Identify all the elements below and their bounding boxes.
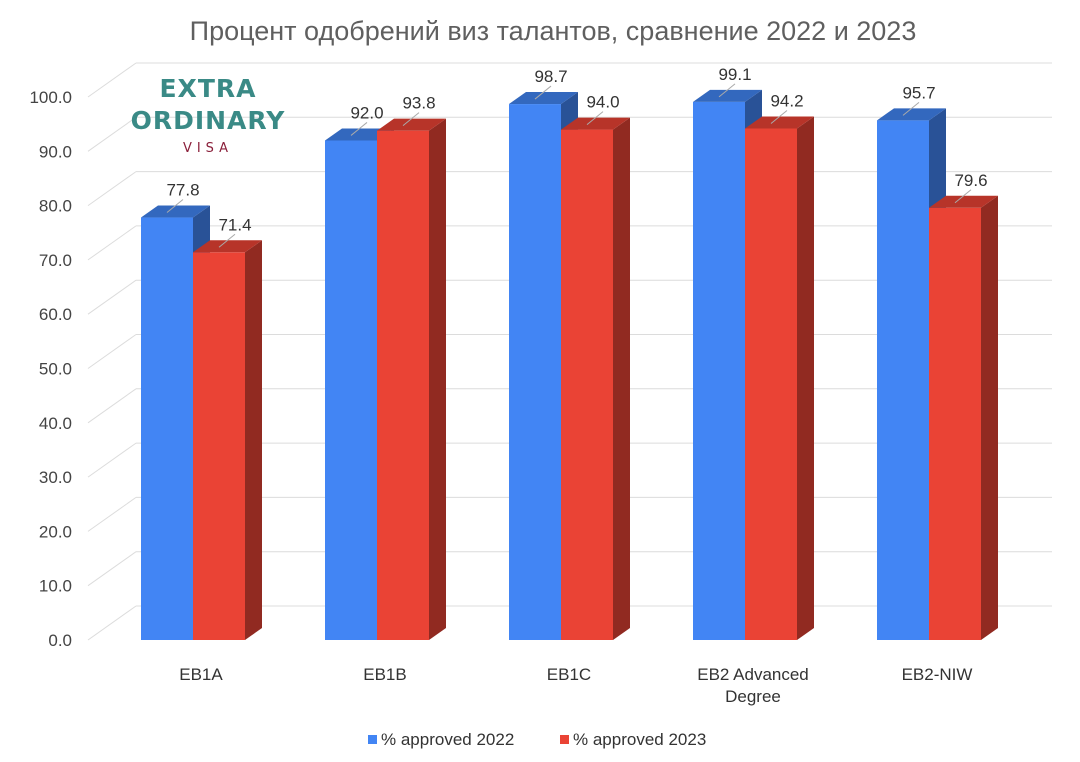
data-label-leader bbox=[402, 112, 420, 127]
data-label-leader bbox=[350, 122, 368, 136]
bar bbox=[561, 117, 630, 640]
y-tick-label: 70.0 bbox=[39, 251, 72, 270]
gridline-diagonal bbox=[87, 171, 137, 207]
data-label: 95.7 bbox=[902, 83, 935, 102]
bar bbox=[745, 116, 814, 640]
bar-top bbox=[561, 117, 630, 130]
bars bbox=[141, 89, 998, 640]
logo-text-extra: EXTRA bbox=[159, 74, 256, 103]
legend-label: % approved 2023 bbox=[573, 730, 706, 749]
bar-front bbox=[141, 217, 193, 640]
bar-top bbox=[377, 118, 446, 131]
data-label: 77.8 bbox=[166, 181, 199, 200]
data-labels: 77.8 71.4 92.0 93.8 98.7 94.0 99.1 94.2 95.7 79.6 bbox=[166, 65, 988, 248]
data-label: 93.8 bbox=[402, 94, 435, 113]
bar-front bbox=[193, 252, 245, 640]
bar-top bbox=[877, 108, 946, 121]
gridline-diagonal bbox=[87, 62, 137, 98]
legend-label: % approved 2022 bbox=[381, 730, 514, 749]
bar-side bbox=[245, 240, 262, 640]
data-label: 92.0 bbox=[350, 103, 383, 122]
extraordinary-visa-logo: EXTRA ORDINARY VISA bbox=[131, 74, 286, 156]
gridline-diagonal bbox=[87, 279, 137, 315]
bar bbox=[929, 195, 998, 640]
data-label: 99.1 bbox=[718, 65, 751, 84]
y-tick-label: 30.0 bbox=[39, 468, 72, 487]
data-label-leader bbox=[218, 233, 236, 248]
y-axis-ticks: 0.0 10.0 20.0 30.0 40.0 50.0 60.0 70.0 80.0 90.0 1… bbox=[29, 88, 72, 650]
data-label: 79.6 bbox=[954, 171, 987, 190]
bar-front bbox=[377, 130, 429, 640]
bar-front bbox=[325, 140, 377, 640]
data-label: 94.2 bbox=[770, 91, 803, 110]
y-tick-label: 20.0 bbox=[39, 522, 72, 541]
gridline-diagonal bbox=[87, 225, 137, 261]
bar-top bbox=[745, 116, 814, 129]
data-label: 94.0 bbox=[586, 93, 619, 112]
x-category-label: EB1B bbox=[363, 665, 406, 684]
logo-text-ordinary: ORDINARY bbox=[131, 106, 286, 135]
y-tick-label: 10.0 bbox=[39, 577, 72, 596]
gridline-diagonal bbox=[87, 442, 137, 478]
logo-text-visa: VISA bbox=[183, 141, 233, 156]
legend-swatch bbox=[368, 735, 377, 744]
x-category-label: EB2-NIW bbox=[902, 665, 973, 684]
data-label-leader bbox=[534, 85, 552, 100]
y-tick-label: 60.0 bbox=[39, 305, 72, 324]
gridline-diagonal bbox=[87, 496, 137, 532]
bar-top bbox=[693, 89, 762, 102]
x-category-label: EB1A bbox=[179, 665, 223, 684]
data-label-leader bbox=[718, 83, 736, 98]
bar-top bbox=[509, 92, 578, 105]
bar-front bbox=[561, 129, 613, 640]
bar-front bbox=[877, 120, 929, 640]
bar-side bbox=[429, 118, 446, 640]
y-tick-label: 0.0 bbox=[48, 631, 72, 650]
bar-top bbox=[929, 195, 998, 208]
data-label-leader bbox=[770, 110, 788, 124]
legend-swatch bbox=[560, 735, 569, 744]
y-tick-label: 80.0 bbox=[39, 197, 72, 216]
x-category-label: EB1C bbox=[547, 665, 591, 684]
gridline-diagonal bbox=[87, 116, 137, 152]
data-label-leader bbox=[166, 199, 184, 213]
y-tick-label: 40.0 bbox=[39, 414, 72, 433]
gridline-diagonal bbox=[87, 551, 137, 587]
x-category-label: Degree bbox=[725, 687, 781, 706]
bar-top bbox=[325, 128, 394, 141]
x-axis-categories: EB1A EB1B EB1C EB2 Advanced Degree EB2-NIW bbox=[179, 665, 972, 706]
bar-front bbox=[509, 104, 561, 640]
data-label-leader bbox=[902, 101, 920, 116]
data-label-leader bbox=[954, 189, 972, 204]
x-category-label: EB2 Advanced bbox=[697, 665, 809, 684]
gridline-diagonal bbox=[87, 388, 137, 424]
data-label-leader bbox=[586, 111, 604, 125]
bar-top bbox=[193, 240, 262, 253]
bar-side bbox=[797, 116, 814, 640]
bar-front bbox=[745, 128, 797, 640]
data-label: 98.7 bbox=[534, 67, 567, 86]
bar bbox=[377, 118, 446, 640]
legend: % approved 2022 % approved 2023 bbox=[368, 730, 706, 749]
data-label: 71.4 bbox=[218, 215, 251, 234]
bar-front bbox=[929, 207, 981, 640]
y-tick-label: 50.0 bbox=[39, 360, 72, 379]
gridline-diagonal bbox=[87, 605, 137, 641]
bar-front bbox=[693, 101, 745, 640]
bar-side bbox=[981, 195, 998, 640]
bar bbox=[193, 240, 262, 640]
bar-top bbox=[141, 205, 210, 218]
y-tick-label: 90.0 bbox=[39, 142, 72, 161]
bar-side bbox=[613, 117, 630, 640]
y-tick-label: 100.0 bbox=[29, 88, 72, 107]
gridline-diagonal bbox=[87, 334, 137, 369]
chart-title: Процент одобрений виз талантов, сравнени… bbox=[190, 16, 917, 46]
